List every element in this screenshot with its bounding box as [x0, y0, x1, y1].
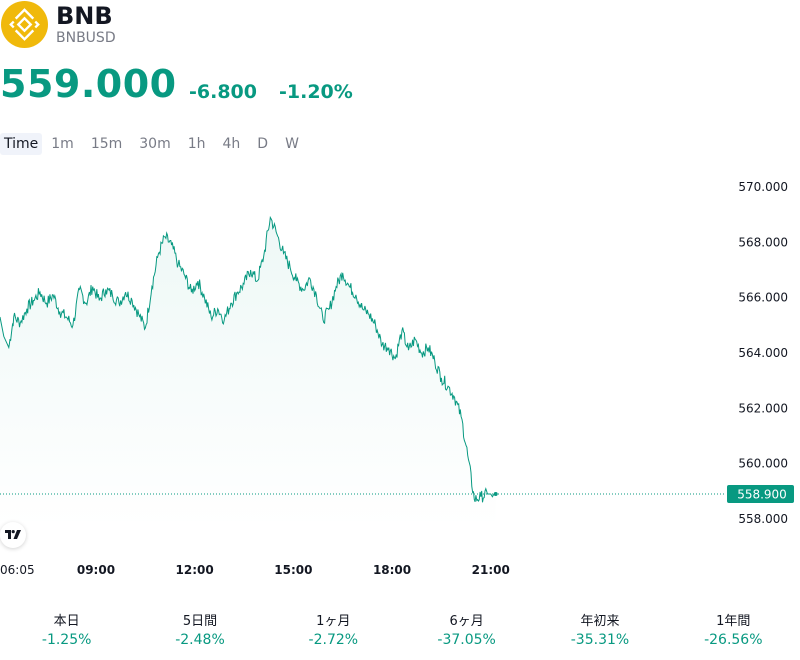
- bnb-logo-icon: [1, 1, 48, 48]
- y-tick-label: 558.000: [738, 512, 788, 526]
- price-change-percent: -1.20%: [279, 81, 353, 103]
- perf-6m[interactable]: 6ヶ月 -37.05%: [400, 604, 533, 654]
- y-tick-label: 562.000: [738, 401, 788, 415]
- perf-value: -1.25%: [41, 632, 92, 648]
- price-chart[interactable]: 558.900 570.000 568.000 566.000 564.000 562.0…: [0, 160, 800, 580]
- perf-ytd[interactable]: 年初来 -35.31%: [533, 604, 666, 654]
- x-tick-label: 06:05: [0, 563, 35, 577]
- x-tick-label: 09:00: [77, 563, 115, 577]
- tab-1m[interactable]: 1m: [51, 136, 74, 152]
- tab-15m[interactable]: 15m: [90, 136, 123, 152]
- y-tick-label: 568.000: [738, 235, 788, 249]
- tab-d[interactable]: D: [257, 136, 269, 152]
- time-axis: 06:05 09:00 12:00 15:00 18:00 21:00: [0, 563, 510, 577]
- price-change: -6.800: [189, 81, 257, 103]
- perf-value: -2.72%: [308, 632, 359, 648]
- tab-w[interactable]: W: [285, 136, 299, 152]
- last-price-dot: [493, 492, 498, 497]
- tab-4h[interactable]: 4h: [222, 136, 241, 152]
- perf-today[interactable]: 本日 -1.25%: [0, 604, 133, 654]
- tab-time[interactable]: Time: [0, 133, 43, 155]
- perf-label: 1年間: [716, 614, 751, 629]
- perf-5d[interactable]: 5日間 -2.48%: [133, 604, 266, 654]
- perf-label: 年初来: [580, 614, 620, 629]
- perf-label: 6ヶ月: [449, 614, 484, 629]
- last-price-label: 558.900: [737, 488, 787, 502]
- price-quote: 559.000 -6.800 -1.20%: [0, 62, 600, 110]
- perf-label: 5日間: [182, 614, 218, 629]
- x-tick-label: 15:00: [274, 563, 312, 577]
- perf-value: -37.05%: [437, 632, 496, 648]
- last-price: 559.000: [0, 62, 177, 106]
- symbol-header: BNB BNBUSD: [0, 0, 400, 50]
- price-axis: 558.900 570.000 568.000 566.000 564.000 562.0…: [727, 180, 794, 526]
- perf-value: -35.31%: [570, 632, 630, 648]
- y-tick-label: 560.000: [738, 457, 788, 471]
- perf-1y[interactable]: 1年間 -26.56%: [667, 604, 800, 654]
- x-tick-label: 18:00: [373, 563, 411, 577]
- x-tick-label: 12:00: [176, 563, 214, 577]
- perf-value: -26.56%: [704, 632, 763, 648]
- plot-area: [0, 215, 726, 530]
- price-area-fill: [0, 217, 496, 530]
- tv-mark-icon: [5, 530, 21, 539]
- y-tick-label: 566.000: [738, 291, 788, 305]
- symbol-name: BNB: [56, 2, 113, 30]
- tradingview-logo-icon[interactable]: [0, 522, 26, 548]
- x-tick-label: 21:00: [472, 563, 510, 577]
- symbol-pair: BNBUSD: [56, 30, 116, 46]
- timeframe-tabs: Time 1m 15m 30m 1h 4h D W: [0, 132, 308, 156]
- y-tick-label: 564.000: [738, 346, 788, 360]
- y-tick-label: 570.000: [738, 180, 788, 194]
- price-line: [0, 215, 496, 503]
- perf-1m[interactable]: 1ヶ月 -2.72%: [267, 604, 400, 654]
- tab-1h[interactable]: 1h: [187, 136, 206, 152]
- perf-value: -2.48%: [175, 632, 225, 648]
- perf-label: 1ヶ月: [316, 614, 351, 629]
- tab-30m[interactable]: 30m: [139, 136, 171, 152]
- performance-bar: 本日 -1.25% 5日間 -2.48% 1ヶ月 -2.72% 6ヶ月 -37.…: [0, 604, 800, 654]
- last-price-badge: [727, 485, 794, 504]
- perf-label: 本日: [53, 614, 80, 629]
